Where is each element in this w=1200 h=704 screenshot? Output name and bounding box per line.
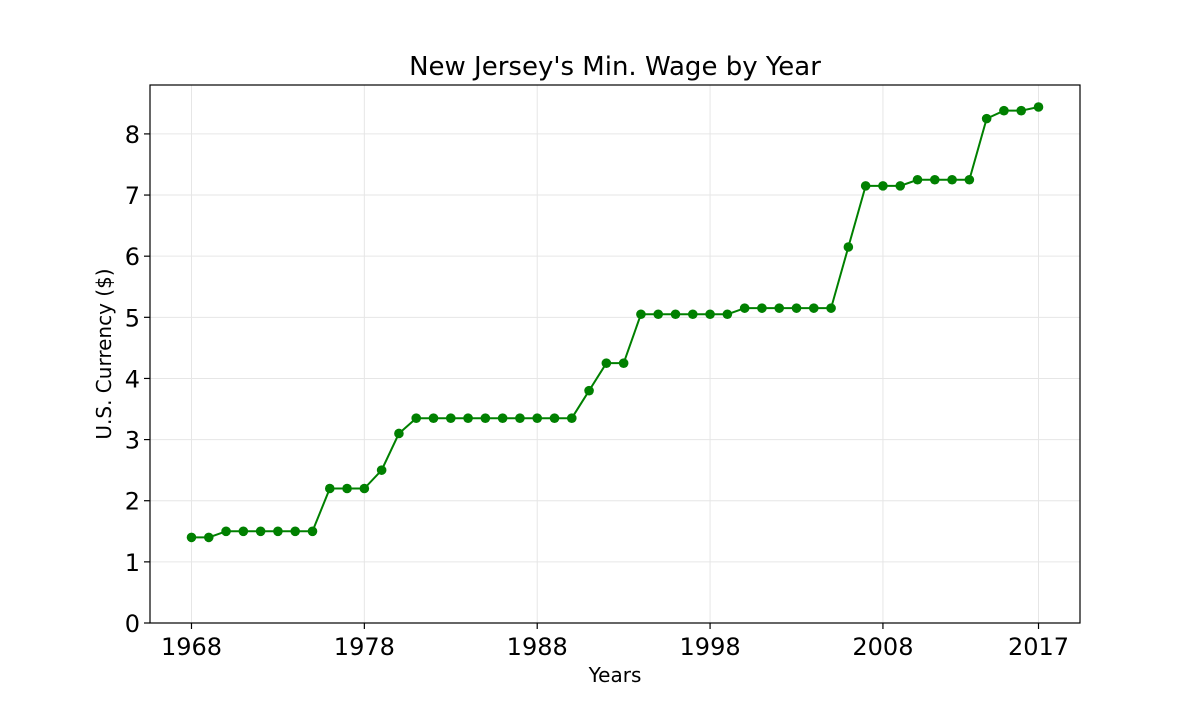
data-point	[566, 413, 577, 423]
data-point	[532, 413, 543, 423]
data-point	[290, 526, 301, 537]
data-point	[255, 526, 266, 537]
data-point	[273, 526, 283, 537]
data-point	[981, 113, 992, 124]
grid	[150, 85, 1080, 624]
data-point	[636, 309, 646, 320]
data-point	[912, 174, 923, 185]
data-point	[791, 303, 802, 313]
data-point	[878, 181, 888, 191]
data-point	[221, 526, 231, 537]
y-axis-label: U.S. Currency ($)	[92, 268, 116, 439]
data-point	[947, 174, 957, 185]
data-point	[186, 532, 197, 543]
data-point	[618, 358, 629, 368]
data-point	[1016, 105, 1027, 116]
y-tick-label: 0	[125, 610, 140, 638]
data-point	[445, 413, 456, 423]
data-point	[999, 105, 1009, 116]
x-tick-label: 2008	[852, 633, 913, 661]
data-point	[515, 413, 525, 423]
data-point	[411, 413, 422, 423]
series-line	[191, 106, 1039, 539]
data-point	[238, 526, 249, 537]
data-point	[964, 174, 975, 185]
data-point	[739, 303, 750, 313]
data-point	[774, 303, 785, 313]
y-tick-label: 3	[125, 427, 140, 455]
chart-title: New Jersey's Min. Wage by Year	[409, 52, 821, 82]
y-tick-label: 1	[125, 549, 140, 577]
data-point	[687, 309, 698, 320]
data-point	[549, 413, 560, 423]
data-point	[653, 309, 664, 320]
data-point	[929, 174, 940, 185]
series-layer	[186, 102, 1044, 543]
data-point	[670, 309, 681, 320]
y-tick-label: 8	[125, 121, 140, 149]
x-axis-label: Years	[588, 663, 642, 687]
data-point	[428, 413, 439, 423]
data-point	[601, 358, 612, 368]
data-point	[1033, 102, 1044, 112]
y-tick-label: 6	[125, 243, 140, 271]
data-point	[463, 413, 473, 423]
x-tick-label: 2017	[1008, 633, 1069, 661]
data-point	[757, 303, 767, 313]
data-point	[705, 309, 715, 320]
x-tick-label: 1998	[680, 633, 741, 661]
x-tick-label: 1988	[507, 633, 568, 661]
data-point	[203, 532, 214, 543]
data-point	[342, 483, 352, 494]
y-tick-label: 7	[125, 182, 140, 210]
y-tick-label: 5	[125, 304, 140, 332]
data-point	[307, 526, 318, 537]
y-tick-label: 2	[125, 488, 140, 516]
data-point	[480, 413, 491, 423]
x-tick-label: 1968	[161, 633, 222, 661]
data-point	[808, 303, 819, 313]
data-point	[722, 309, 733, 320]
data-point	[843, 242, 854, 252]
data-point	[359, 483, 370, 494]
axes: 1968 1978 1988 1998 2008 2017 0 1 2 3 4 5 6 7 8	[125, 121, 1069, 661]
x-tick-label: 1978	[334, 633, 395, 661]
data-point	[324, 483, 335, 494]
plot-frame	[149, 84, 1081, 624]
data-point	[376, 465, 387, 475]
data-point	[584, 385, 594, 396]
data-point	[860, 181, 871, 191]
data-point	[826, 303, 836, 313]
data-point	[497, 413, 508, 423]
data-point	[895, 181, 906, 191]
data-point	[394, 428, 404, 439]
y-tick-label: 4	[125, 365, 140, 393]
